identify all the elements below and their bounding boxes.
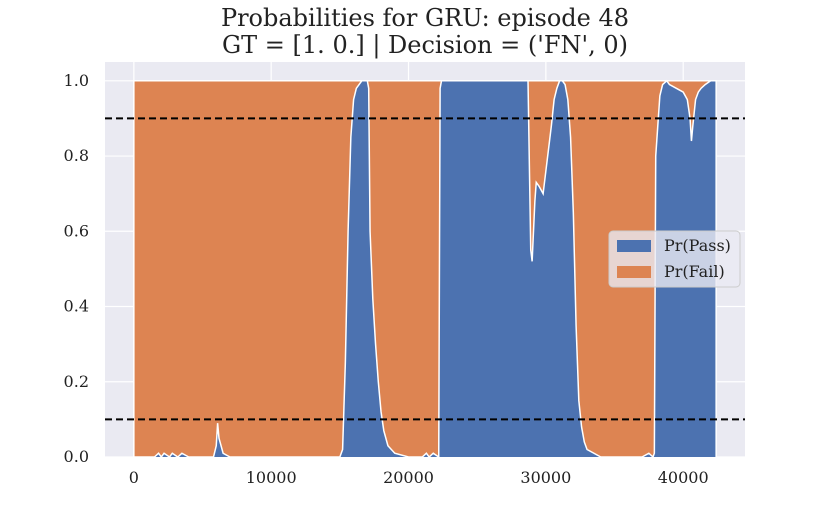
x-tick-label: 40000 bbox=[658, 468, 709, 487]
legend-label-fail: Pr(Fail) bbox=[664, 262, 725, 281]
series-area-fail bbox=[133, 80, 717, 458]
series-area-pass bbox=[133, 80, 717, 458]
threshold-lines bbox=[105, 117, 745, 421]
x-tick-label: 30000 bbox=[520, 468, 571, 487]
y-tick-label: 0.4 bbox=[64, 297, 89, 316]
x-tick-label: 20000 bbox=[383, 468, 434, 487]
x-tick-label: 0 bbox=[129, 468, 139, 487]
chart-title: Probabilities for GRU: episode 48 bbox=[221, 4, 629, 32]
legend-label-pass: Pr(Pass) bbox=[664, 236, 731, 255]
chart-subtitle: GT = [1. 0.] | Decision = ('FN', 0) bbox=[222, 31, 628, 60]
tick-labels: 0 10000 20000 30000 40000 0.0 0.2 0.4 0.6 0.8 1.0 bbox=[64, 71, 709, 487]
y-tick-label: 0.2 bbox=[64, 372, 89, 391]
y-tick-label: 0.0 bbox=[64, 447, 89, 466]
legend-swatch-pass bbox=[617, 240, 651, 252]
x-tick-label: 10000 bbox=[246, 468, 297, 487]
y-tick-label: 0.8 bbox=[64, 146, 89, 165]
legend-swatch-fail bbox=[617, 266, 651, 278]
y-tick-label: 1.0 bbox=[64, 71, 89, 90]
legend: Pr(Pass) Pr(Fail) bbox=[608, 230, 741, 288]
y-tick-label: 0.6 bbox=[64, 221, 89, 240]
